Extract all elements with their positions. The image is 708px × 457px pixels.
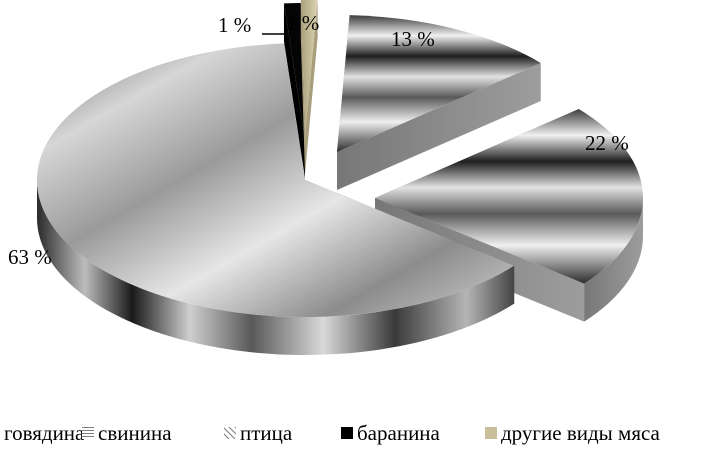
pie-slice-side <box>584 198 643 322</box>
data-label-2: 22 % <box>585 131 629 155</box>
pie-slice-top <box>36 43 515 317</box>
legend-item-1: говядина <box>4 421 85 445</box>
legend-label: свинина <box>98 421 172 445</box>
pie-slice-top <box>300 0 318 136</box>
pie-slice-wall <box>337 63 541 190</box>
pie-slice-wall <box>305 0 318 174</box>
pie-slices <box>36 0 643 355</box>
data-label-3: 63 % <box>8 245 52 269</box>
pie-slice-top <box>337 15 541 153</box>
pie-data-labels: 13 % 22 % 63 % 1 % 1 % <box>8 11 629 269</box>
leader-line <box>262 33 291 49</box>
pie-slice-side <box>37 180 515 355</box>
pie-slice-5 <box>300 0 318 174</box>
legend-item-5: другие виды мяса <box>485 421 661 445</box>
legend-item-3: птица <box>224 421 293 445</box>
data-label-1: 13 % <box>391 27 435 51</box>
legend-label: другие виды мяса <box>501 421 661 445</box>
legend-label: говядина <box>4 421 85 445</box>
legend-marker <box>341 427 353 439</box>
legend-marker <box>82 427 94 439</box>
pie-slice-top <box>283 3 305 140</box>
data-label-5: 1 % <box>286 11 319 35</box>
pie-slice-top <box>375 109 643 284</box>
legend-item-2: свинина <box>82 421 172 445</box>
legend-label: баранина <box>357 421 441 445</box>
pie-slice-wall <box>300 0 305 174</box>
legend-label: птица <box>240 421 293 445</box>
legend-marker <box>485 427 497 439</box>
legend-marker <box>224 427 236 439</box>
pie-slice-3 <box>36 43 515 355</box>
legend-item-4: баранина <box>341 421 441 445</box>
data-label-4: 1 % <box>218 13 251 37</box>
legend: говядина свинина птица баранина другие виды … <box>4 421 661 445</box>
pie-slice-1 <box>337 15 541 191</box>
